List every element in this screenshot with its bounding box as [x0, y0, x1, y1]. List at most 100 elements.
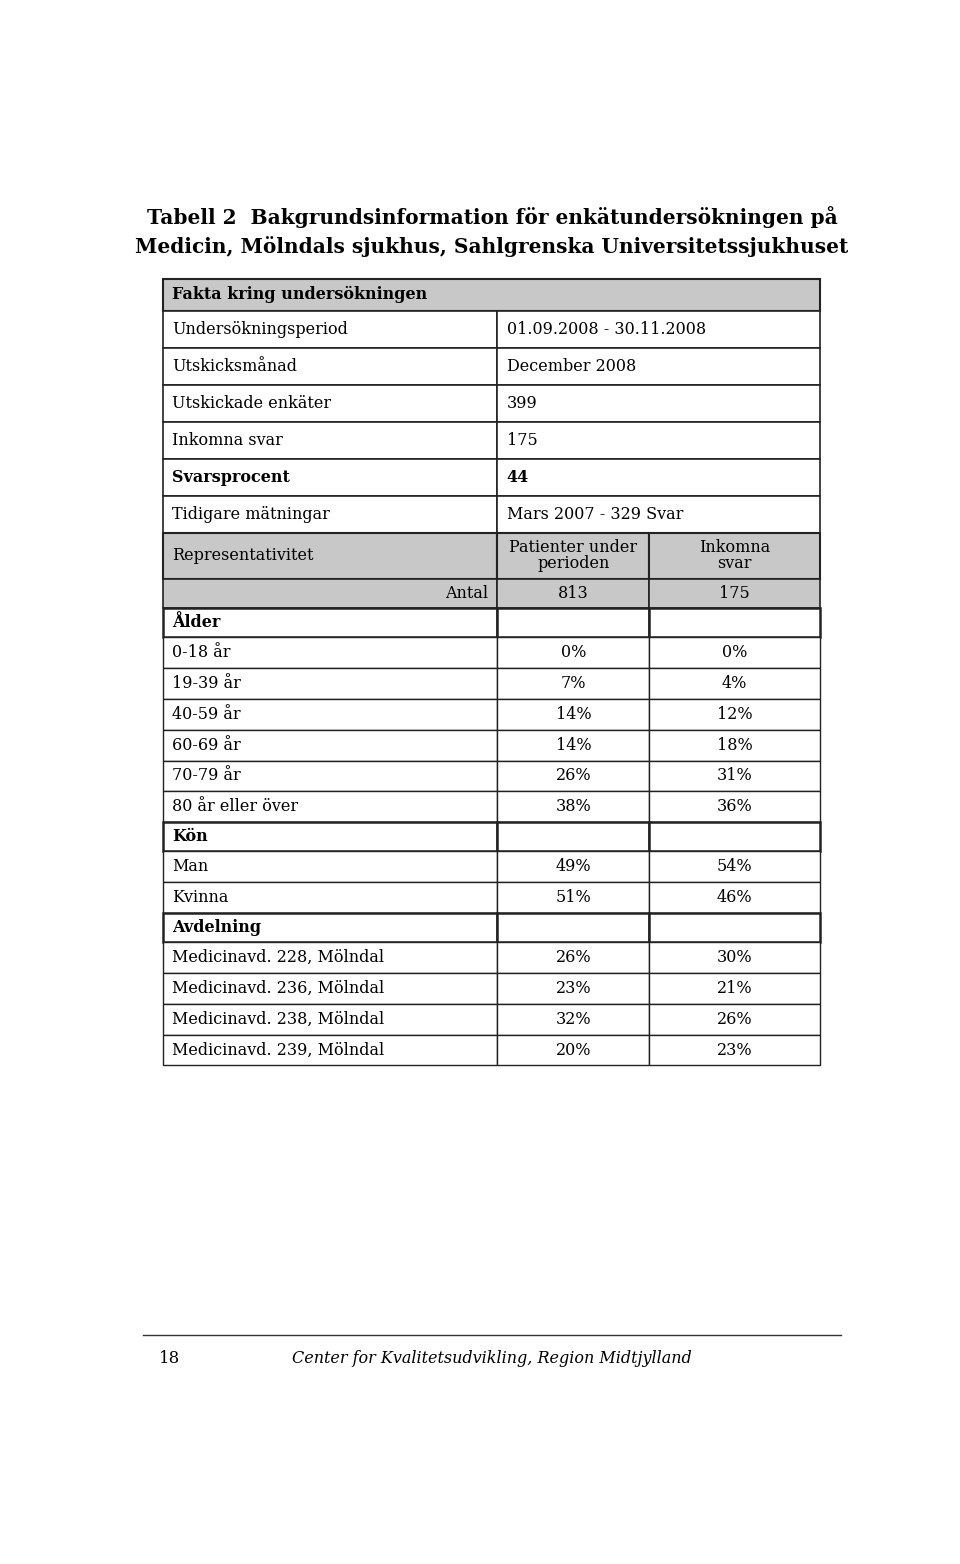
Bar	[649, 533, 820, 579]
Text: 175: 175	[719, 585, 750, 602]
Text: 21%: 21%	[717, 981, 753, 996]
Bar	[497, 496, 820, 533]
Bar	[497, 942, 649, 973]
Text: 70-79 år: 70-79 år	[172, 768, 241, 785]
Bar	[649, 579, 820, 608]
Text: Ålder: Ålder	[172, 615, 220, 632]
Bar	[162, 942, 497, 973]
Bar	[497, 882, 649, 913]
Text: 26%: 26%	[556, 949, 591, 967]
Bar	[497, 760, 649, 791]
Text: 7%: 7%	[561, 676, 587, 691]
Bar	[497, 422, 820, 458]
Bar	[162, 913, 497, 942]
Text: 51%: 51%	[556, 888, 591, 906]
Text: 175: 175	[507, 432, 538, 449]
Bar	[162, 579, 497, 608]
Text: perioden: perioden	[538, 555, 610, 572]
Text: 23%: 23%	[556, 981, 591, 996]
Text: Medicinavd. 228, Mölndal: Medicinavd. 228, Mölndal	[172, 949, 384, 967]
Bar	[649, 851, 820, 882]
Bar	[162, 311, 497, 347]
Text: 14%: 14%	[556, 705, 591, 723]
Text: 36%: 36%	[717, 798, 753, 815]
Text: Representativitet: Representativitet	[172, 547, 313, 565]
Bar	[162, 385, 497, 422]
Bar	[162, 347, 497, 385]
Text: Patienter under: Patienter under	[510, 540, 637, 557]
Text: Undersökningsperiod: Undersökningsperiod	[172, 321, 348, 338]
Bar	[497, 1035, 649, 1065]
Text: 38%: 38%	[556, 798, 591, 815]
Text: Antal: Antal	[445, 585, 488, 602]
Text: svar: svar	[717, 555, 752, 572]
Bar	[497, 347, 820, 385]
Bar	[497, 973, 649, 1004]
Text: Fakta kring undersökningen: Fakta kring undersökningen	[172, 286, 427, 303]
Bar	[162, 760, 497, 791]
Text: Medicin, Mölndals sjukhus, Sahlgrenska Universitetssjukhuset: Medicin, Mölndals sjukhus, Sahlgrenska U…	[135, 236, 849, 256]
Bar	[497, 608, 649, 638]
Bar	[162, 973, 497, 1004]
Text: 30%: 30%	[717, 949, 753, 967]
Bar	[162, 533, 497, 579]
Bar	[497, 913, 649, 942]
Text: 80 år eller över: 80 år eller över	[172, 798, 298, 815]
Bar	[649, 1035, 820, 1065]
Text: Utskickade enkäter: Utskickade enkäter	[172, 394, 331, 411]
Text: 01.09.2008 - 30.11.2008: 01.09.2008 - 30.11.2008	[507, 321, 706, 338]
Text: Center for Kvalitetsudvikling, Region Midtjylland: Center for Kvalitetsudvikling, Region Mi…	[292, 1350, 692, 1367]
Bar	[649, 608, 820, 638]
Text: Avdelning: Avdelning	[172, 920, 261, 937]
Text: Mars 2007 - 329 Svar: Mars 2007 - 329 Svar	[507, 505, 684, 522]
Bar	[162, 608, 497, 638]
Text: 60-69 år: 60-69 år	[172, 737, 241, 754]
Bar	[162, 278, 820, 311]
Bar	[649, 760, 820, 791]
Text: Inkomna svar: Inkomna svar	[172, 432, 283, 449]
Text: 18: 18	[158, 1350, 180, 1367]
Text: 26%: 26%	[717, 1010, 753, 1028]
Bar	[497, 1004, 649, 1035]
Text: 31%: 31%	[717, 768, 753, 785]
Bar	[162, 730, 497, 760]
Bar	[162, 823, 497, 851]
Bar	[497, 638, 649, 668]
Bar	[162, 699, 497, 730]
Text: 19-39 år: 19-39 år	[172, 676, 241, 691]
Bar	[162, 882, 497, 913]
Bar	[497, 730, 649, 760]
Text: Kön: Kön	[172, 829, 207, 845]
Text: 12%: 12%	[717, 705, 753, 723]
Text: 4%: 4%	[722, 676, 747, 691]
Text: 54%: 54%	[717, 859, 753, 876]
Bar	[649, 913, 820, 942]
Bar	[497, 579, 649, 608]
Bar	[497, 533, 649, 579]
Bar	[162, 668, 497, 699]
Bar	[649, 882, 820, 913]
Text: Utskicksmånad: Utskicksmånad	[172, 358, 297, 375]
Text: 0-18 år: 0-18 år	[172, 644, 230, 662]
Bar	[649, 942, 820, 973]
Text: 399: 399	[507, 394, 538, 411]
Text: Inkomna: Inkomna	[699, 540, 770, 557]
Text: Medicinavd. 239, Mölndal: Medicinavd. 239, Mölndal	[172, 1042, 384, 1059]
Bar	[162, 1004, 497, 1035]
Bar	[497, 699, 649, 730]
Text: 26%: 26%	[556, 768, 591, 785]
Text: 44: 44	[507, 469, 529, 486]
Text: 18%: 18%	[717, 737, 753, 754]
Text: 0%: 0%	[561, 644, 586, 662]
Text: 49%: 49%	[556, 859, 591, 876]
Text: 0%: 0%	[722, 644, 747, 662]
Text: 32%: 32%	[556, 1010, 591, 1028]
Text: Kvinna: Kvinna	[172, 888, 228, 906]
Bar	[649, 668, 820, 699]
Bar	[162, 496, 497, 533]
Text: Tidigare mätningar: Tidigare mätningar	[172, 505, 330, 522]
Bar	[649, 638, 820, 668]
Text: Tabell 2  Bakgrundsinformation för enkätundersökningen på: Tabell 2 Bakgrundsinformation för enkätu…	[147, 206, 837, 228]
Bar	[162, 791, 497, 823]
Bar	[497, 791, 649, 823]
